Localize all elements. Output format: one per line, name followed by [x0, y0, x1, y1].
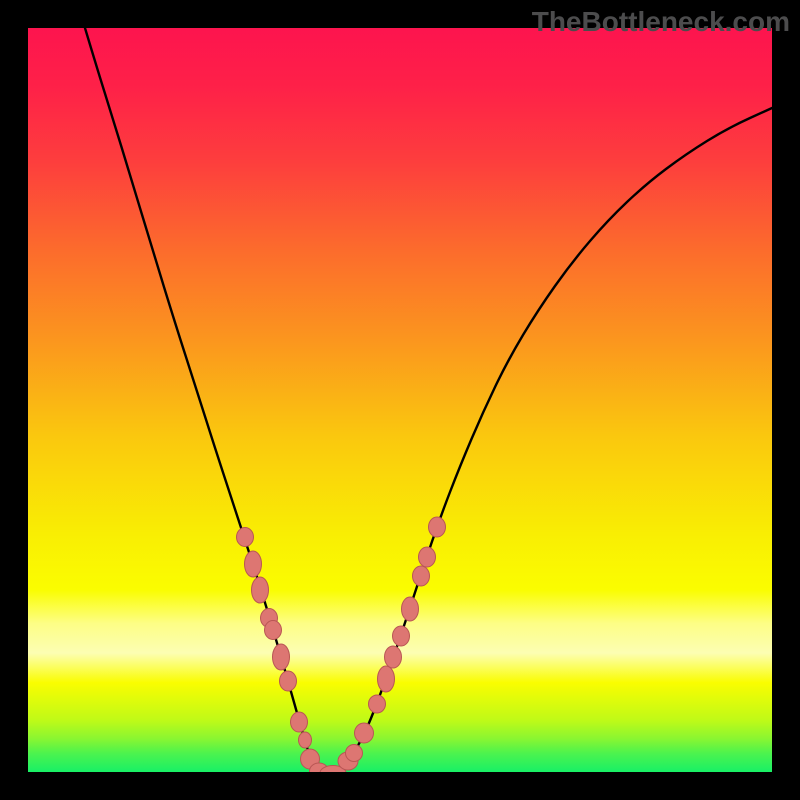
curve-marker: [280, 671, 297, 691]
chart-svg: [0, 0, 800, 800]
curve-marker: [385, 646, 402, 668]
curve-marker: [419, 547, 436, 567]
curve-marker: [378, 666, 395, 692]
curve-marker: [273, 644, 290, 670]
curve-marker: [393, 626, 410, 646]
curve-marker: [237, 528, 254, 547]
curve-marker: [245, 551, 262, 577]
curve-marker: [413, 566, 430, 586]
curve-marker: [355, 723, 374, 743]
curve-marker: [265, 621, 282, 640]
curve-marker: [402, 597, 419, 621]
curve-marker: [429, 517, 446, 537]
curve-marker: [299, 732, 312, 748]
curve-marker: [291, 712, 308, 732]
chart-frame: TheBottleneck.com: [0, 0, 800, 800]
curve-marker: [252, 577, 269, 603]
curve-marker: [346, 745, 363, 762]
curve-marker: [369, 695, 386, 713]
